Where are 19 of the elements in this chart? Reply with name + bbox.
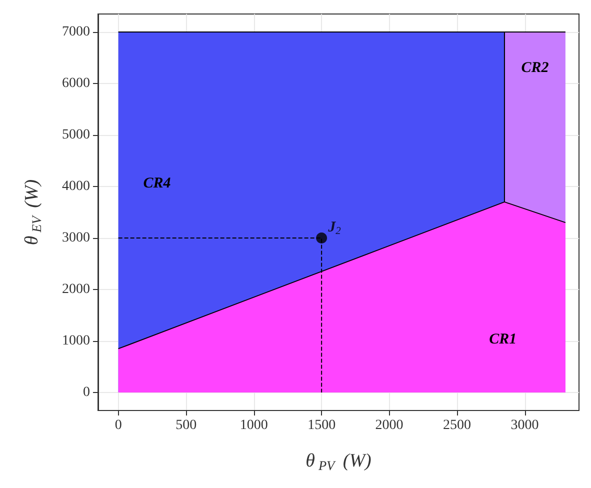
y-tick-label: 6000: [62, 76, 90, 92]
y-axis-title: θEV (W): [21, 179, 44, 246]
x-tick-label: 500: [176, 418, 197, 433]
y-tick-label: 5000: [62, 128, 90, 143]
x-tick-label: 2000: [375, 418, 404, 433]
x-tick-label: 1000: [240, 418, 268, 433]
series-label: CR2: [521, 60, 550, 76]
y-tick-label: 3000: [62, 230, 90, 246]
x-tick-label: 0: [114, 418, 122, 433]
y-tick-label: 7000: [62, 24, 90, 40]
x-tick-label: 3000: [510, 418, 539, 433]
y-tick-label: 4000: [62, 179, 90, 194]
x-tick-label: 2500: [443, 418, 472, 433]
series-label: CR4: [143, 175, 172, 192]
series-label: CR1: [489, 331, 517, 348]
y-tick-label: 0: [83, 384, 90, 400]
y-tick-label: 1000: [62, 333, 90, 348]
x-tick-label: 1500: [308, 418, 336, 433]
y-tick-label: 2000: [62, 282, 90, 297]
